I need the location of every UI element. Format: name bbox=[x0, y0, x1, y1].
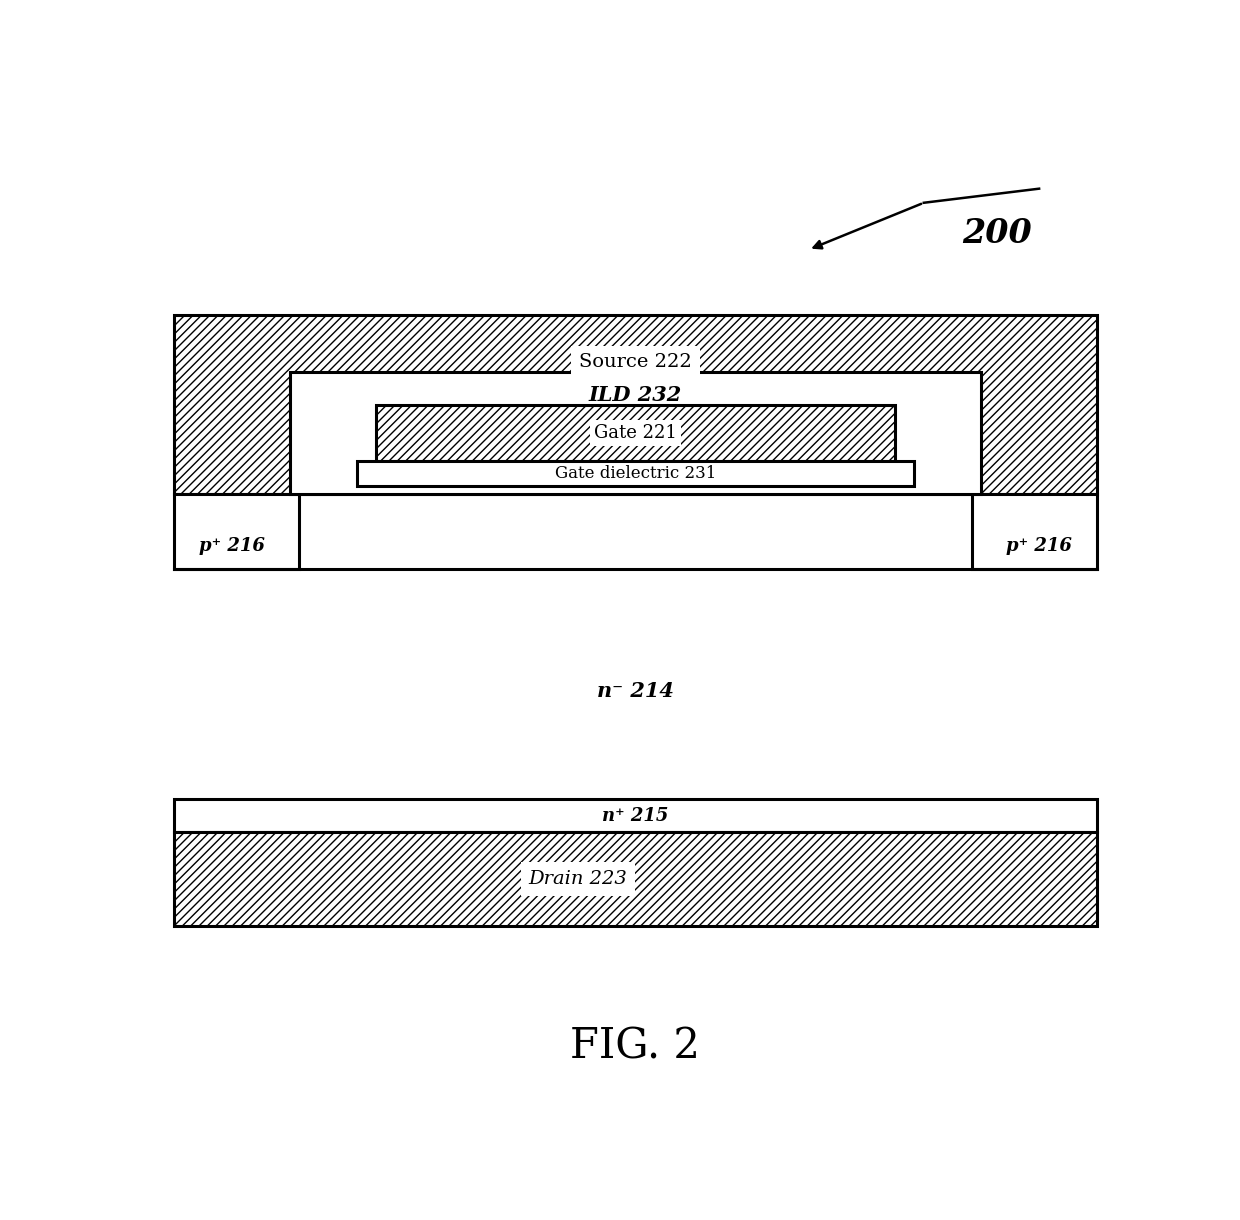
Bar bbox=[174, 799, 1096, 832]
Bar bbox=[174, 494, 299, 570]
Bar bbox=[972, 494, 1096, 570]
Text: 200: 200 bbox=[962, 217, 1032, 250]
Text: Drain 223: Drain 223 bbox=[528, 870, 627, 888]
Bar bbox=[357, 461, 914, 487]
Bar bbox=[376, 405, 895, 461]
Text: Source 222: Source 222 bbox=[579, 354, 692, 371]
Text: p⁺ 216: p⁺ 216 bbox=[1006, 537, 1073, 555]
Text: FIG. 2: FIG. 2 bbox=[570, 1025, 701, 1068]
Text: Gate dielectric 231: Gate dielectric 231 bbox=[554, 465, 717, 482]
Text: Gate 221: Gate 221 bbox=[594, 423, 677, 442]
Text: n⁺ 215: n⁺ 215 bbox=[603, 808, 668, 825]
Text: p⁺ 216: p⁺ 216 bbox=[198, 537, 265, 555]
Bar bbox=[289, 372, 982, 494]
Bar bbox=[174, 316, 1096, 494]
Text: n⁻ 214: n⁻ 214 bbox=[596, 681, 673, 702]
Bar bbox=[174, 832, 1096, 926]
Text: ILD 232: ILD 232 bbox=[589, 386, 682, 405]
